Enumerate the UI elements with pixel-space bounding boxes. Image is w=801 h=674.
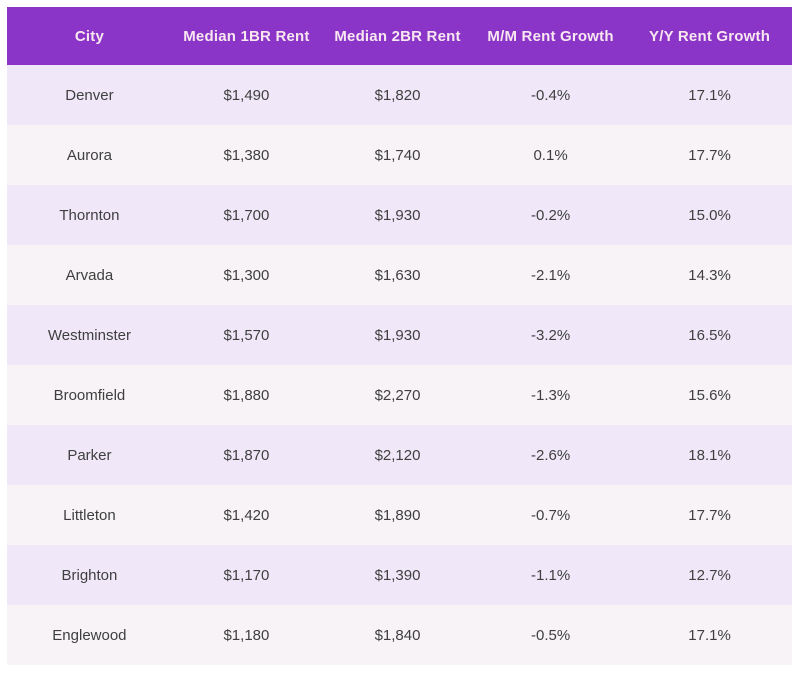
cell-mm-rent-growth: -1.1%	[530, 566, 571, 584]
rent-table: City Median 1BR Rent Median 2BR Rent M/M…	[7, 7, 792, 665]
cell-yy-rent-growth: 12.7%	[688, 566, 731, 584]
cell-city: Thornton	[59, 206, 120, 224]
cell-median-2br: $1,630	[374, 266, 421, 284]
cell-median-1br: $1,700	[223, 206, 270, 224]
table-row: Englewood $1,180 $1,840 -0.5% 17.1%	[7, 605, 792, 665]
cell-yy-rent-growth: 16.5%	[688, 326, 731, 344]
cell-yy-rent-growth: 17.7%	[688, 506, 731, 524]
cell-yy-rent-growth: 14.3%	[688, 266, 731, 284]
cell-mm-rent-growth: -2.6%	[530, 446, 571, 464]
column-header-median-2br-rent: Median 2BR Rent	[320, 7, 475, 65]
cell-median-2br: $1,740	[374, 146, 421, 164]
cell-yy-rent-growth: 15.0%	[688, 206, 731, 224]
cell-yy-rent-growth: 17.7%	[688, 146, 731, 164]
cell-city: Brighton	[61, 566, 118, 584]
cell-median-1br: $1,420	[223, 506, 270, 524]
column-header-mm-rent-growth: M/M Rent Growth	[474, 7, 628, 65]
cell-mm-rent-growth: -0.5%	[530, 626, 571, 644]
table-row: Westminster $1,570 $1,930 -3.2% 16.5%	[7, 305, 792, 365]
cell-median-1br: $1,490	[223, 86, 270, 104]
cell-median-2br: $1,390	[374, 566, 421, 584]
cell-median-2br: $1,930	[374, 206, 421, 224]
cell-yy-rent-growth: 15.6%	[688, 386, 731, 404]
cell-median-1br: $1,870	[223, 446, 270, 464]
cell-mm-rent-growth: -1.3%	[530, 386, 571, 404]
column-header-city: City	[7, 7, 172, 65]
cell-city: Parker	[67, 446, 112, 464]
table-header-row: City Median 1BR Rent Median 2BR Rent M/M…	[7, 7, 792, 65]
cell-median-2br: $2,270	[374, 386, 421, 404]
cell-yy-rent-growth: 17.1%	[688, 86, 731, 104]
cell-median-1br: $1,570	[223, 326, 270, 344]
table-row: Denver $1,490 $1,820 -0.4% 17.1%	[7, 65, 792, 125]
cell-median-2br: $1,820	[374, 86, 421, 104]
cell-median-1br: $1,180	[223, 626, 270, 644]
cell-median-1br: $1,880	[223, 386, 270, 404]
cell-median-2br: $1,840	[374, 626, 421, 644]
table-row: Aurora $1,380 $1,740 0.1% 17.7%	[7, 125, 792, 185]
cell-city: Englewood	[52, 626, 127, 644]
cell-mm-rent-growth: -0.7%	[530, 506, 571, 524]
cell-median-1br: $1,170	[223, 566, 270, 584]
table-row: Parker $1,870 $2,120 -2.6% 18.1%	[7, 425, 792, 485]
cell-yy-rent-growth: 18.1%	[688, 446, 731, 464]
cell-median-2br: $2,120	[374, 446, 421, 464]
cell-mm-rent-growth: -2.1%	[530, 266, 571, 284]
column-header-median-1br-rent: Median 1BR Rent	[171, 7, 321, 65]
cell-city: Broomfield	[53, 386, 126, 404]
cell-city: Westminster	[47, 326, 131, 344]
column-header-yy-rent-growth: Y/Y Rent Growth	[627, 7, 792, 65]
table-row: Thornton $1,700 $1,930 -0.2% 15.0%	[7, 185, 792, 245]
cell-mm-rent-growth: -0.4%	[530, 86, 571, 104]
cell-mm-rent-growth: -0.2%	[530, 206, 571, 224]
cell-city: Arvada	[65, 266, 114, 284]
table-body: Denver $1,490 $1,820 -0.4% 17.1% Aurora …	[7, 65, 792, 665]
cell-median-2br: $1,890	[374, 506, 421, 524]
cell-mm-rent-growth: 0.1%	[533, 146, 568, 164]
cell-city: Littleton	[63, 506, 116, 524]
table-header: City Median 1BR Rent Median 2BR Rent M/M…	[7, 7, 792, 65]
cell-mm-rent-growth: -3.2%	[530, 326, 571, 344]
cell-city: Denver	[65, 86, 114, 104]
cell-yy-rent-growth: 17.1%	[688, 626, 731, 644]
cell-median-2br: $1,930	[374, 326, 421, 344]
cell-median-1br: $1,300	[223, 266, 270, 284]
table-row: Brighton $1,170 $1,390 -1.1% 12.7%	[7, 545, 792, 605]
table-row: Littleton $1,420 $1,890 -0.7% 17.7%	[7, 485, 792, 545]
table-row: Arvada $1,300 $1,630 -2.1% 14.3%	[7, 245, 792, 305]
table-row: Broomfield $1,880 $2,270 -1.3% 15.6%	[7, 365, 792, 425]
cell-city: Aurora	[66, 146, 112, 164]
cell-median-1br: $1,380	[223, 146, 270, 164]
